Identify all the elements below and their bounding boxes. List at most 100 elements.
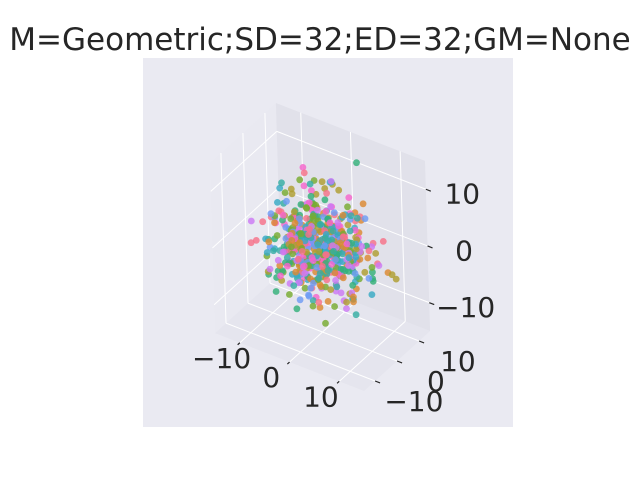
scatter-point-series-5 (349, 281, 357, 289)
scatter-point-series-4 (289, 250, 296, 258)
scatter-point-series-4 (368, 264, 376, 271)
grid-line-y-floor (269, 282, 420, 342)
scatter-point-series-2 (359, 200, 367, 208)
scatter-point-series-8 (310, 279, 317, 287)
scatter-point-series-1 (306, 225, 313, 233)
scatter-point-series-6 (347, 212, 355, 220)
scatter-point-series-9 (375, 262, 383, 269)
grid-line-z-right (276, 130, 427, 190)
scatter-point-series-8 (305, 292, 313, 300)
scatter-point-series-2 (336, 239, 344, 247)
scatter-point-series-3 (315, 226, 322, 234)
scatter-point-series-10 (345, 194, 353, 202)
scatter-point-series-2 (364, 254, 372, 262)
scatter-point-series-1 (339, 233, 347, 241)
grid-line-y-floor (247, 302, 398, 362)
y-tick-label: 10 (440, 345, 476, 378)
scatter-point-series-3 (287, 185, 295, 193)
scatter-point-series-4 (286, 291, 293, 298)
scatter-point-series-6 (270, 247, 277, 255)
scatter-point-series-9 (301, 269, 309, 277)
scatter-point-series-6 (290, 282, 298, 289)
scatter-point-series-1 (259, 218, 267, 226)
scatter-point-series-7 (314, 241, 322, 249)
scatter-point-series-1 (305, 231, 312, 238)
scatter-point-series-2 (350, 298, 357, 306)
scatter-point-series-7 (301, 237, 309, 245)
scatter-point-series-2 (265, 238, 273, 246)
scatter-point-series-2 (350, 293, 357, 301)
grid-line-z-left (212, 187, 279, 249)
scatter-point-series-1 (303, 215, 310, 222)
scatter-point-series-4 (297, 230, 305, 238)
scatter-point-series-1 (323, 251, 330, 259)
scatter-point-series-6 (352, 311, 360, 319)
x-tick-mark (336, 380, 340, 384)
scatter-point-series-3 (344, 221, 352, 229)
scatter-point-series-3 (392, 275, 400, 283)
scatter-point-series-6 (330, 247, 337, 255)
scatter-point-series-5 (345, 267, 352, 275)
scatter-point-series-1 (275, 207, 283, 215)
scatter-point-series-5 (272, 288, 280, 295)
scatter-point-series-3 (290, 208, 298, 216)
scatter-point-series-5 (293, 305, 301, 313)
scatter-point-series-8 (330, 209, 338, 217)
scatter-point-series-2 (276, 262, 284, 269)
scatter-point-series-2 (271, 219, 278, 227)
scatter-point-series-5 (321, 196, 329, 204)
scatter-point-series-4 (281, 189, 289, 197)
scatter-point-series-10 (326, 219, 334, 227)
scatter-point-series-8 (283, 197, 290, 205)
scatter-point-series-1 (295, 255, 302, 263)
scatter-point-series-8 (307, 284, 315, 292)
scatter-point-series-6 (309, 297, 317, 304)
scatter-point-series-1 (323, 276, 331, 284)
z-tick-mark (429, 302, 435, 306)
tick-marks (237, 188, 435, 384)
scatter-point-series-9 (345, 262, 352, 269)
scatter-point-series-2 (339, 211, 347, 219)
y-tick-mark (418, 340, 425, 344)
grid-line-z-left (210, 130, 278, 192)
scatter-point-series-4 (309, 302, 317, 310)
scatter-point-series-6 (278, 179, 285, 187)
scatter-point-series-1 (298, 248, 306, 255)
z-tick-mark (425, 188, 432, 192)
scatter-point-series-7 (368, 291, 376, 298)
scatter-point-series-10 (299, 164, 307, 171)
scatter-point-series-9 (279, 248, 287, 256)
scatter-point-series-8 (313, 263, 321, 271)
data-points (247, 159, 400, 327)
y-tick-mark (374, 380, 381, 384)
scatter-point-series-10 (284, 262, 291, 270)
scatter-point-series-8 (361, 215, 369, 223)
scatter-point-series-1 (365, 247, 373, 255)
scatter-point-series-2 (292, 268, 300, 276)
scatter-point-series-5 (297, 201, 305, 208)
scatter-point-series-3 (335, 186, 343, 194)
scatter-point-series-7 (276, 184, 284, 192)
scatter-point-series-2 (296, 239, 303, 247)
scatter-point-series-10 (277, 272, 284, 280)
scatter-point-series-9 (329, 242, 337, 250)
scatter-point-series-9 (314, 206, 321, 214)
scatter-point-series-10 (308, 187, 315, 195)
scatter-point-series-8 (282, 224, 290, 231)
scatter-point-series-1 (252, 237, 260, 244)
scatter-point-series-9 (337, 289, 345, 297)
scatter-point-series-8 (267, 210, 275, 218)
scatter-point-series-4 (273, 232, 281, 239)
scatter-point-series-8 (296, 296, 304, 304)
scatter-point-series-4 (301, 284, 309, 292)
scatter-point-series-10 (300, 262, 308, 270)
z-tick-label: 10 (444, 178, 480, 211)
scatter-point-series-7 (274, 199, 281, 206)
scatter-point-series-10 (343, 240, 351, 248)
scatter-point-series-2 (324, 298, 332, 305)
scatter-point-series-9 (327, 203, 334, 210)
scatter-point-series-4 (302, 204, 310, 211)
scatter-point-series-10 (279, 211, 287, 219)
scatter-point-series-3 (372, 250, 380, 257)
x-tick-mark (237, 342, 241, 346)
